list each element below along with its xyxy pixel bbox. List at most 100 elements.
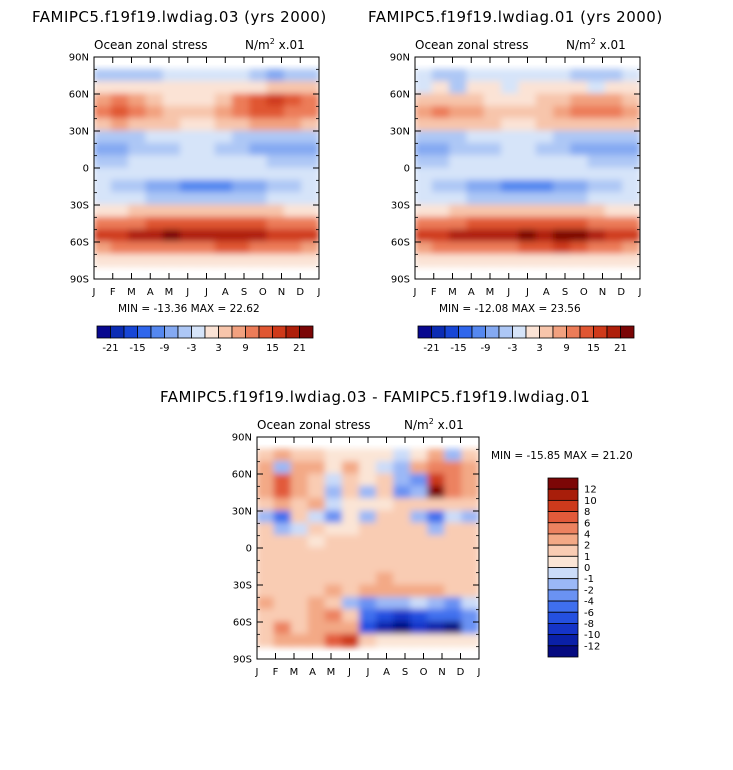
heatmap-cell (273, 572, 292, 586)
heatmap-cell (449, 253, 468, 268)
y-tick-label: 0 (83, 164, 89, 175)
colorbar-swatch (547, 589, 579, 602)
heatmap-cell (376, 535, 395, 549)
heatmap-cell (358, 584, 378, 598)
heatmap-cell (94, 68, 112, 83)
panel-3-units-label: N/m2 x.01 (404, 417, 464, 432)
heatmap-cell (283, 167, 303, 181)
heatmap-cell (461, 522, 479, 537)
heatmap-cell (449, 142, 468, 157)
heatmap-cell (358, 448, 378, 463)
heatmap-cell (273, 584, 292, 598)
heatmap-cell (376, 584, 395, 598)
heatmap-cell (110, 192, 130, 206)
heatmap-cell (110, 179, 130, 194)
heatmap-cell (466, 118, 485, 132)
heatmap-cell (249, 93, 268, 107)
heatmap-cells (415, 68, 640, 268)
heatmap-cell (427, 609, 446, 623)
heatmap-cell (587, 192, 606, 206)
panel-3-units-sup: 2 (429, 417, 434, 426)
heatmap-cell (444, 596, 463, 611)
heatmap-cell (622, 216, 640, 231)
panel-1-units-text: N/m (245, 38, 270, 52)
heatmap-cell (283, 241, 303, 255)
heatmap-cell (266, 118, 285, 132)
colorbar-swatch (137, 325, 152, 339)
heatmap-cell (449, 81, 468, 95)
x-tick-label: N (599, 287, 606, 298)
x-tick-label: D (296, 287, 304, 298)
heatmap-cell (283, 179, 303, 194)
heatmap-cell (307, 485, 326, 500)
heatmap-cell (290, 535, 309, 549)
heatmap-cell (283, 253, 303, 268)
heatmap-cell (410, 633, 429, 648)
heatmap-cell (376, 572, 395, 586)
heatmap-cell (283, 192, 303, 206)
heatmap-cell (415, 216, 433, 231)
heatmap-cell (162, 81, 182, 95)
heatmap-cell (214, 204, 233, 218)
heatmap-cell (249, 167, 268, 181)
heatmap-cell (587, 155, 606, 169)
heatmap-cell (341, 448, 360, 463)
heatmap-cell (180, 179, 199, 194)
heatmap-cell (552, 155, 572, 169)
heatmap-cell (145, 155, 164, 169)
heatmap-cell (273, 473, 292, 487)
colorbar-swatch (566, 325, 581, 339)
heatmap-cell (393, 596, 412, 611)
heatmap-cell (307, 596, 326, 611)
heatmap-cell (273, 461, 292, 475)
heatmap-cell (570, 241, 589, 255)
heatmap-cell (180, 142, 199, 157)
panel-1-minmax: MIN = -13.36 MAX = 22.62 (118, 303, 260, 315)
heatmap-cell (501, 81, 520, 95)
heatmap-cell (358, 461, 378, 475)
heatmap-cell (552, 105, 572, 120)
x-tick-label: J (638, 287, 642, 298)
heatmap-cell (427, 572, 446, 586)
heatmap-cell (180, 68, 199, 83)
heatmap-cell (461, 559, 479, 574)
heatmap-cell (604, 93, 624, 107)
heatmap-cell (604, 142, 624, 157)
heatmap-cell (341, 535, 360, 549)
heatmap-cell (461, 609, 479, 623)
colorbar-label: 8 (584, 507, 590, 518)
heatmap-cell (483, 204, 503, 218)
heatmap-cell (290, 522, 309, 537)
heatmap-cell (358, 547, 378, 561)
panel-3: FAMIPC5.f19f19.lwdiag.03 - FAMIPC5.f19f1… (160, 388, 633, 678)
heatmap-cell (214, 118, 233, 132)
heatmap-cell (431, 253, 451, 268)
heatmap-cell (301, 167, 319, 181)
colorbar-swatch (498, 325, 513, 339)
heatmap-cell (307, 633, 326, 648)
x-tick-label: M (127, 287, 136, 298)
x-tick-label: J (185, 287, 189, 298)
colorbar-label: 15 (266, 343, 279, 354)
heatmap-cell (587, 241, 606, 255)
heatmap-cell (415, 179, 433, 194)
y-tick-label: 90N (69, 53, 89, 64)
heatmap-cell (410, 572, 429, 586)
x-tick-label: N (438, 667, 445, 678)
heatmap-cell (94, 130, 112, 144)
heatmap-cell (410, 522, 429, 537)
heatmap-cell (145, 216, 164, 231)
heatmap-cell (273, 535, 292, 549)
heatmap-cell (410, 485, 429, 500)
heatmap-cell (431, 179, 451, 194)
x-tick-label: A (543, 287, 550, 298)
panel-2-units-label: N/m2 x.01 (566, 37, 626, 52)
heatmap-cell (290, 559, 309, 574)
heatmap-cell (249, 118, 268, 132)
heatmap-cell (393, 522, 412, 537)
heatmap-cell (376, 522, 395, 537)
heatmap-cell (410, 498, 429, 512)
panel-3-units-text: N/m (404, 418, 429, 432)
heatmap-cell (518, 229, 537, 243)
